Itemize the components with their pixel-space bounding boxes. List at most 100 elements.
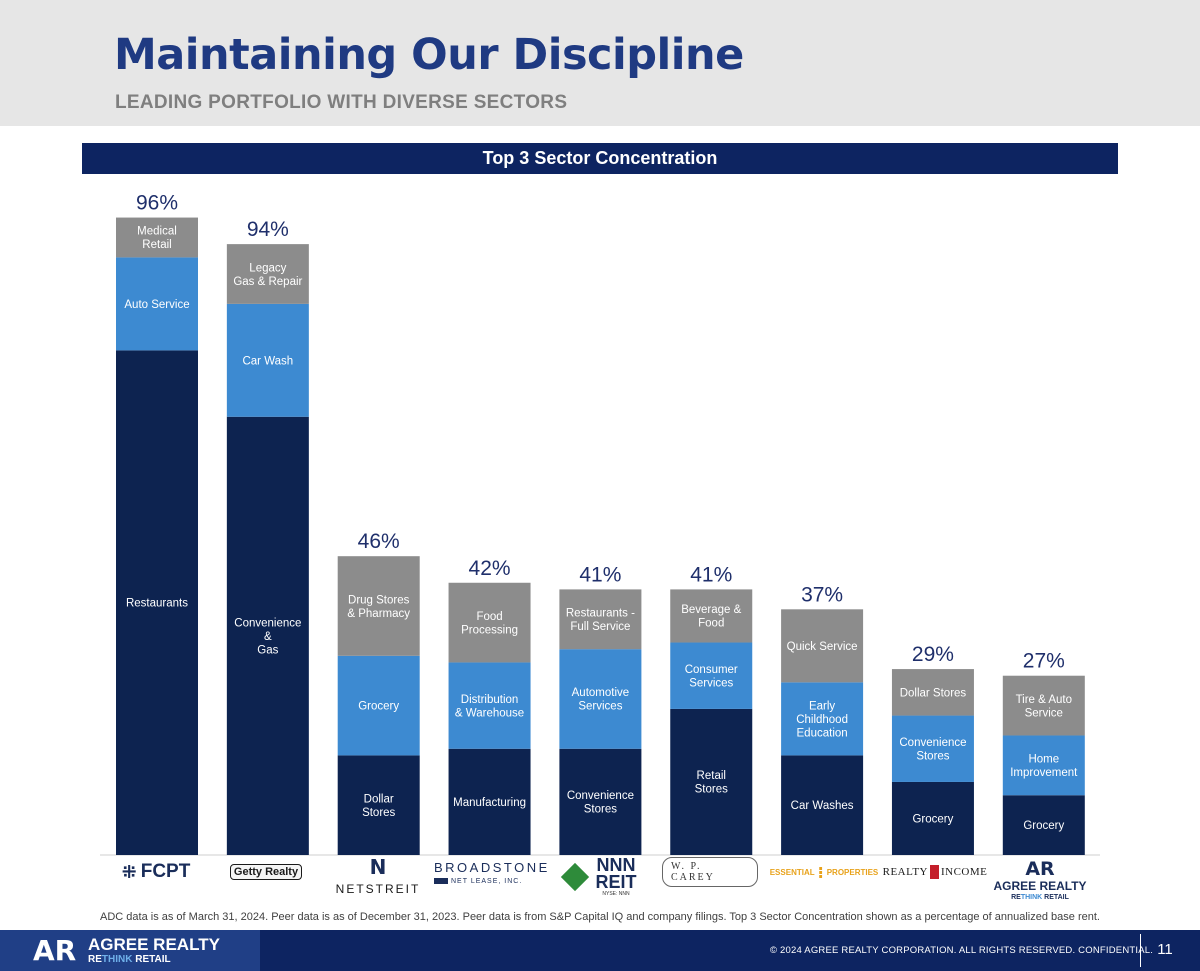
bar-segment-bottom [559, 748, 642, 855]
logo-broadstone: BROADSTONE NET LEASE, INC. [434, 852, 548, 892]
bar-segment-top [448, 582, 531, 663]
bar-getty-realty: Convenience & Gas Car Wash Legacy Gas & Repai… [226, 218, 309, 855]
segment-label: Grocery [912, 813, 953, 825]
page-subtitle: LEADING PORTFOLIO WITH DIVERSE SECTORS [115, 92, 568, 113]
total-label: 41% [579, 563, 621, 586]
segment-label: Food Processing [461, 611, 518, 637]
total-label: 42% [469, 557, 511, 580]
segment-label: Car Wash [242, 355, 293, 367]
bar-agree-realty: Grocery Home Improvement Tire & Auto Service… [1002, 650, 1085, 855]
segment-label: Manufacturing [453, 797, 526, 809]
segment-label: Medical Retail [137, 226, 177, 252]
footnote: ADC data is as of March 31, 2024. Peer d… [100, 911, 1100, 923]
total-label: 37% [801, 583, 843, 606]
bar-netstreit: Dollar Stores Grocery Drug Stores & Pharmacy… [337, 530, 420, 855]
bar-segment-top [559, 589, 642, 650]
segment-label: Retail Stores [695, 770, 728, 796]
nnn-bottom: REIT [595, 872, 637, 892]
bar-segment-middle [448, 662, 531, 749]
nnn-top: NNN [596, 855, 636, 875]
bar-segment-top [337, 556, 420, 656]
segment-label: Restaurants [126, 598, 188, 610]
bar-segment-middle [226, 303, 309, 417]
copyright: © 2024 AGREE REALTY CORPORATION. ALL RIG… [770, 945, 1154, 956]
bar-segment-bottom [116, 350, 198, 855]
segment-label: Convenience & Gas [234, 617, 301, 656]
segment-label: Drug Stores & Pharmacy [347, 594, 410, 620]
bar-segment-bottom [226, 416, 309, 855]
bars-group: Restaurants Auto Service Medical Retail 96% C… [116, 192, 1085, 855]
netstreit-wordmark: NETSTREIT [335, 882, 421, 896]
total-label: 46% [358, 530, 400, 553]
page-number: 11 [1157, 941, 1173, 958]
essential-mark-icon: ⁝ [817, 862, 824, 882]
footer-brand-panel: AR AGREE REALTY RETHINK RETAIL [0, 930, 260, 971]
bar-segment-middle [670, 642, 753, 709]
bar-segment-bottom [781, 755, 864, 855]
bar-realty-income: Grocery Convenience Stores Dollar Stores 29% [891, 643, 974, 855]
bar-segment-top [891, 669, 974, 716]
page-title: Maintaining Our Discipline [114, 30, 744, 80]
bar-segment-middle [116, 257, 198, 351]
bar-segment-top [670, 589, 753, 643]
broadstone-wordmark: BROADSTONE [434, 859, 550, 875]
nnn-diamond-icon [561, 862, 590, 892]
fcpt-wordmark: FCPT [140, 861, 191, 882]
bar-segment-middle [1002, 735, 1085, 796]
total-label: 41% [690, 563, 732, 586]
total-label: 96% [136, 192, 178, 215]
bar-broadstone-net-lease: Manufacturing Distribution & Warehouse Food… [448, 557, 531, 855]
agree-wordmark: AGREE REALTY [993, 878, 1087, 893]
getty-wordmark: Getty Realty [229, 864, 303, 880]
total-label: 27% [1023, 650, 1065, 673]
logo-nnn-reit: NNN REIT NYSE: NNN [556, 852, 646, 902]
bar-segment-top [1002, 675, 1085, 736]
stacked-bar-chart: Restaurants Auto Service Medical Retail 96% C… [100, 192, 1100, 856]
bar-segment-middle [337, 655, 420, 756]
segment-label: Automotive Services [572, 687, 630, 713]
page-divider [1140, 934, 1141, 967]
footer-brand-name: AGREE REALTY [88, 935, 220, 954]
wpcarey-wordmark: W. P. CAREY [662, 857, 758, 887]
logo-essential-properties: ESSENTIAL ⁝ PROPERTIES [769, 852, 879, 892]
bar-segment-bottom [337, 755, 420, 855]
bar-fcpt: Restaurants Auto Service Medical Retail 96% [116, 192, 198, 855]
bar-segment-bottom [891, 781, 974, 855]
essential-left: ESSENTIAL [769, 867, 815, 877]
bar-w-p-carey: Retail Stores Consumer Services Beverage & Fo… [670, 563, 753, 855]
total-label: 94% [247, 218, 289, 241]
segment-label: Grocery [358, 701, 399, 713]
netstreit-n-icon: N [369, 855, 387, 879]
bar-nnn-reit: Convenience Stores Automotive Services Resta… [559, 563, 642, 855]
bar-segment-bottom [1002, 795, 1085, 855]
agree-tagline: RETHINK RETAIL [1011, 893, 1069, 901]
bar-segment-top [116, 217, 198, 258]
footer-ar-icon: AR [33, 934, 77, 967]
broadstone-subtitle: NET LEASE, INC. [451, 877, 523, 885]
logo-wp-carey: W. P. CAREY [662, 852, 758, 892]
segment-label: Convenience Stores [899, 737, 966, 763]
realty-right: INCOME [940, 866, 988, 878]
segment-label: Legacy Gas & Repair [233, 262, 302, 288]
bar-segment-middle [559, 649, 642, 749]
realty-left: REALTY [882, 866, 928, 878]
segment-label: Restaurants -Full Service [566, 608, 635, 634]
chart-title: Top 3 Sector Concentration [82, 143, 1118, 174]
bar-segment-middle [781, 682, 864, 756]
logo-fcpt: ⁜ FCPT [112, 852, 200, 892]
segment-label: Consumer Services [685, 664, 738, 690]
segment-label: Tire & Auto Service [1016, 694, 1072, 720]
realty-mark-icon [929, 865, 939, 879]
segment-label: Convenience Stores [567, 790, 634, 816]
fcpt-mark-icon: ⁜ [121, 861, 137, 883]
segment-label: Grocery [1023, 820, 1064, 832]
essential-right: PROPERTIES [826, 867, 879, 877]
segment-label: Dollar Stores [362, 793, 395, 819]
nnn-ticker: NYSE: NNN [602, 891, 630, 897]
logo-agree-realty: AR AGREE REALTY RETHINK RETAIL [986, 852, 1094, 908]
segment-label: Quick Service [787, 641, 858, 653]
footer-brand-tagline: RETHINK RETAIL [88, 954, 171, 965]
broadstone-bar-icon [434, 878, 448, 884]
logo-getty-realty: Getty Realty [224, 852, 308, 892]
total-label: 29% [912, 643, 954, 666]
